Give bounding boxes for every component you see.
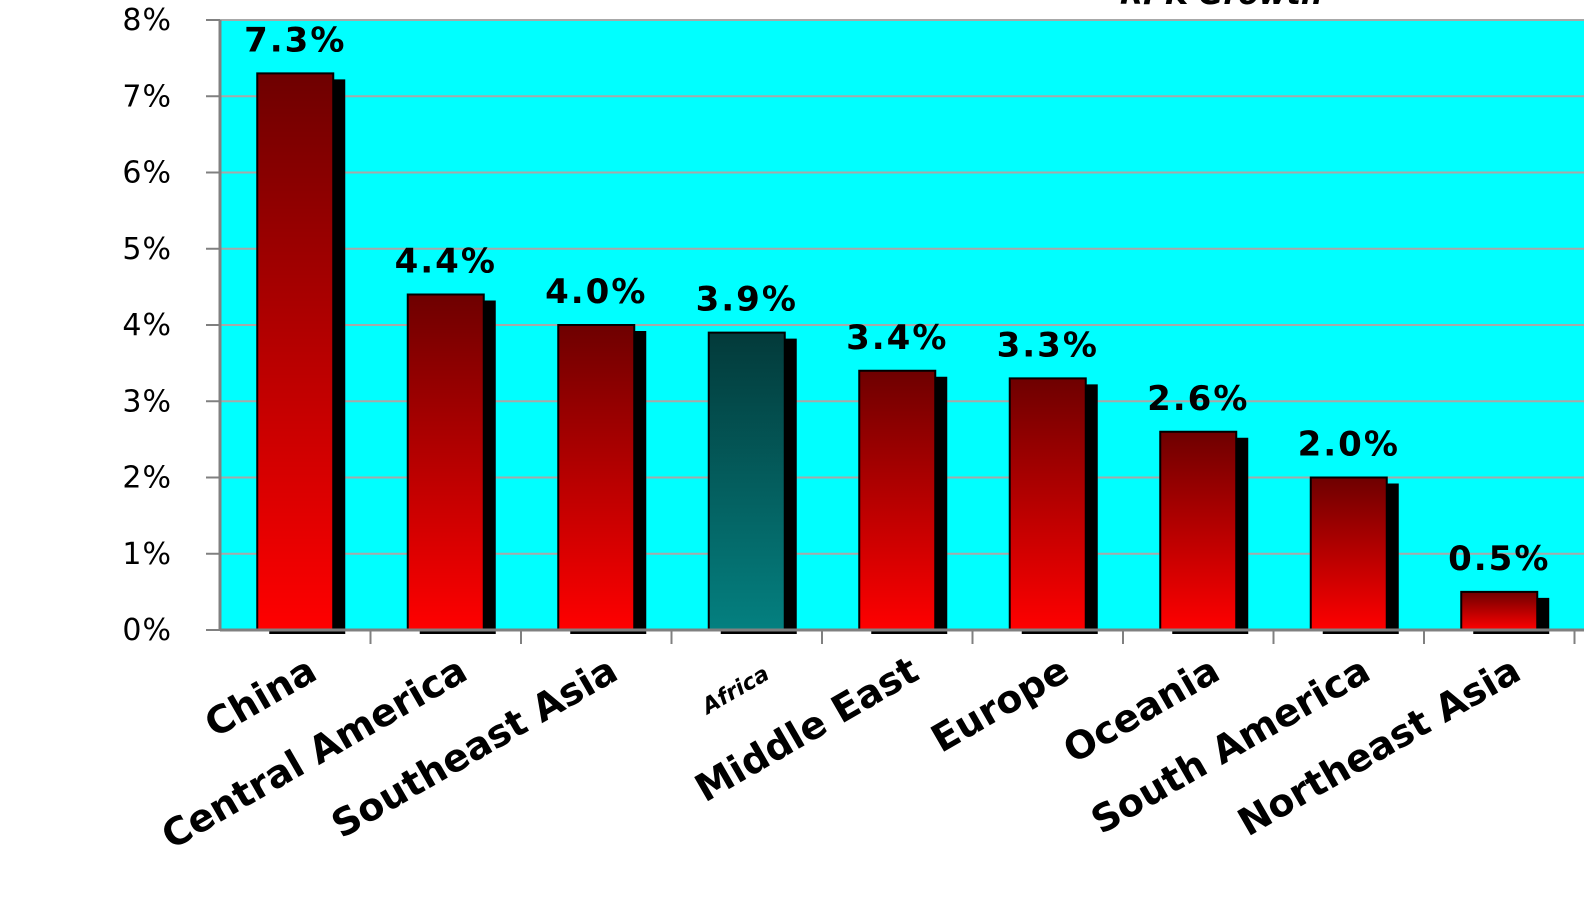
y-tick-label: 0% [122, 613, 172, 648]
bar-europe [1008, 377, 1087, 631]
x-category-label: Southeast Asia [324, 648, 625, 847]
bar-china [256, 72, 335, 631]
data-label: 7.3% [244, 20, 346, 60]
x-category-label: Europe [924, 648, 1077, 762]
bars [256, 72, 1550, 634]
y-tick-label: 7% [122, 79, 172, 114]
data-label: 3.9% [696, 280, 798, 320]
bar-oceania [1159, 430, 1238, 631]
data-label: 3.3% [997, 325, 1099, 365]
bar-africa [707, 331, 786, 631]
data-label: 2.6% [1147, 379, 1249, 419]
y-tick-label: 2% [122, 461, 172, 496]
y-tick-label: 4% [122, 308, 172, 343]
x-category-label: Middle East [688, 648, 926, 811]
data-labels: 7.3% 4.4% 4.0% 3.9% 3.4% 3.3% 2.6% 2.0% 0.5% [244, 20, 1550, 579]
bar-southeast-asia [557, 324, 636, 631]
data-label: 4.4% [395, 242, 497, 282]
data-label: 2.0% [1298, 425, 1400, 465]
data-label: 0.5% [1448, 539, 1550, 579]
y-tick-label: 8% [122, 3, 172, 38]
data-label: 3.4% [846, 318, 948, 358]
bar-central-america [406, 293, 485, 631]
bar-middle-east [858, 369, 937, 631]
y-tick-label: 3% [122, 384, 172, 419]
y-tick-label: 6% [122, 156, 172, 191]
x-category-label: South America [1084, 648, 1378, 843]
bar-northeast-asia [1460, 590, 1539, 631]
x-category-label: China [197, 648, 324, 746]
x-category-label: Northeast Asia [1230, 648, 1527, 845]
bar-south-america [1309, 476, 1388, 631]
y-tick-label: 1% [122, 537, 172, 572]
y-tick-label: 5% [122, 232, 172, 267]
x-category-label: Africa [696, 662, 773, 721]
chart-title: RPK Growth [1120, 0, 1322, 12]
data-label: 4.0% [545, 272, 647, 312]
